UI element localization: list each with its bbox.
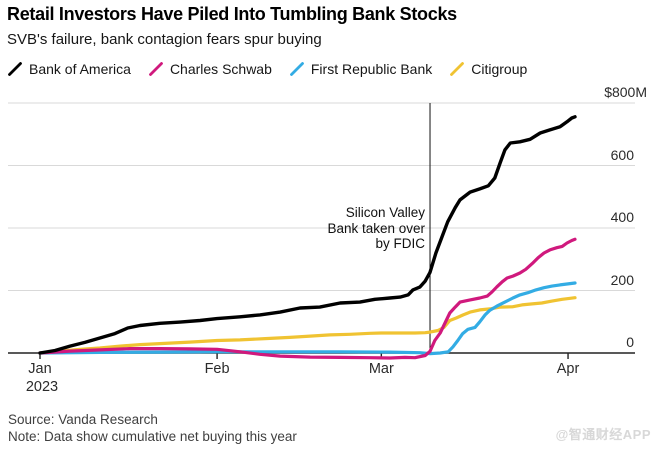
y-tick-label-0: 0: [626, 334, 634, 350]
legend-label: Bank of America: [29, 61, 131, 77]
legend-item-first-republic-bank: First Republic Bank: [289, 61, 433, 77]
series-slash-icon: [450, 62, 465, 76]
watermark: @智通财经APP: [555, 427, 651, 442]
y-tick-label-800: $800M: [604, 84, 647, 100]
source-text: Source: Vanda Research: [8, 412, 158, 427]
legend-item-citigroup: Citigroup: [450, 61, 527, 77]
series-line-citigroup: [38, 296, 577, 355]
event-annotation: Silicon Valley Bank taken over by FDIC: [327, 205, 425, 252]
legend: Bank of America Charles Schwab First Rep…: [8, 61, 527, 77]
y-tick-label-400: 400: [610, 209, 634, 225]
x-tick-label-Apr: Apr: [556, 361, 580, 377]
series-slash-icon: [289, 62, 304, 76]
legend-label: Charles Schwab: [169, 61, 272, 77]
y-tick-label-200: 200: [610, 271, 634, 288]
annotation-line: Bank taken over: [327, 220, 425, 236]
series-line-charles-schwab: [38, 237, 577, 360]
x-tick-label-Jan: Jan: [28, 361, 52, 377]
annotation-line: Silicon Valley: [345, 205, 425, 220]
series-slash-icon: [149, 62, 163, 76]
series-slash-icon: [8, 62, 22, 76]
y-tick-label-600: 600: [610, 146, 634, 163]
x-tick-label-Feb: Feb: [204, 361, 230, 377]
chart-title: Retail Investors Have Piled Into Tumblin…: [7, 4, 457, 24]
chart-subtitle: SVB's failure, bank contagion fears spur…: [7, 31, 322, 48]
legend-item-charles-schwab: Charles Schwab: [149, 61, 272, 77]
x-tick-sublabel-2023: 2023: [25, 379, 59, 395]
series-line-first-republic-bank: [38, 281, 577, 356]
x-tick-label-Mar: Mar: [368, 361, 394, 377]
legend-item-bank-of-america: Bank of America: [8, 61, 131, 77]
legend-label: First Republic Bank: [310, 61, 433, 77]
legend-label: Citigroup: [471, 61, 528, 77]
note-text: Note: Data show cumulative net buying th…: [8, 429, 297, 444]
series-line-bank-of-america: [38, 115, 577, 355]
annotation-line: by FDIC: [375, 236, 425, 251]
